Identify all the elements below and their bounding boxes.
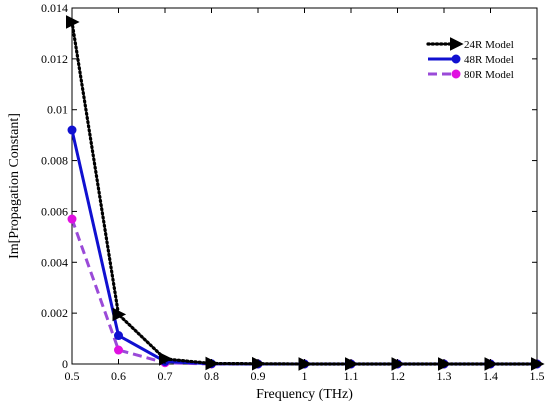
legend-label: 24R Model: [464, 39, 514, 51]
legend-marker: [450, 37, 464, 51]
x-tick-label: 0.6: [111, 369, 126, 383]
series-3: [67, 214, 542, 369]
x-tick-label: 1.4: [483, 369, 498, 383]
x-tick-label: 0.7: [158, 369, 173, 383]
y-axis-title: Im[Propagation Constant]: [7, 113, 22, 259]
x-tick-label: 0.8: [204, 369, 219, 383]
x-tick-label: 0.9: [251, 369, 266, 383]
series-point: [112, 307, 127, 322]
legend-marker: [451, 69, 461, 79]
series-line: [70, 129, 537, 366]
x-tick-label: 1: [302, 369, 308, 383]
series-point: [114, 345, 123, 355]
x-tick-label: 1.3: [437, 369, 452, 383]
y-tick-label: 0.004: [41, 255, 68, 269]
series-line: [70, 218, 537, 366]
x-axis-title: Frequency (THz): [256, 387, 353, 402]
legend-label: 48R Model: [464, 54, 514, 66]
series-point: [67, 125, 77, 135]
x-tick-label: 1.5: [530, 369, 545, 383]
legend: 24R Model 48R Model 80R Model: [426, 37, 514, 81]
series-point: [67, 214, 77, 224]
y-tick-label: 0.002: [41, 306, 68, 320]
y-tick-label: 0: [62, 357, 68, 371]
x-tick-label: 1.1: [344, 369, 359, 383]
series-point: [114, 331, 123, 341]
x-tick-label: 0.5: [65, 369, 80, 383]
series-point: [66, 15, 80, 29]
y-tick-label: 0.014: [41, 1, 68, 15]
legend-marker: [451, 54, 461, 64]
y-tick-label: 0.01: [47, 103, 68, 117]
y-tick-label: 0.008: [41, 154, 68, 168]
series-2: [67, 125, 542, 369]
y-axis: 0 0.002 0.004 0.006 0.008 0.01 0.012 0.014: [41, 1, 537, 371]
legend-label: 80R Model: [464, 69, 514, 81]
y-tick-label: 0.012: [41, 52, 68, 66]
y-tick-label: 0.006: [41, 204, 68, 218]
x-axis: 0.5 0.6 0.7 0.8 0.9 1 1.1 1.2 1.3 1.4 1.5: [65, 8, 545, 383]
x-tick-label: 1.2: [390, 369, 405, 383]
